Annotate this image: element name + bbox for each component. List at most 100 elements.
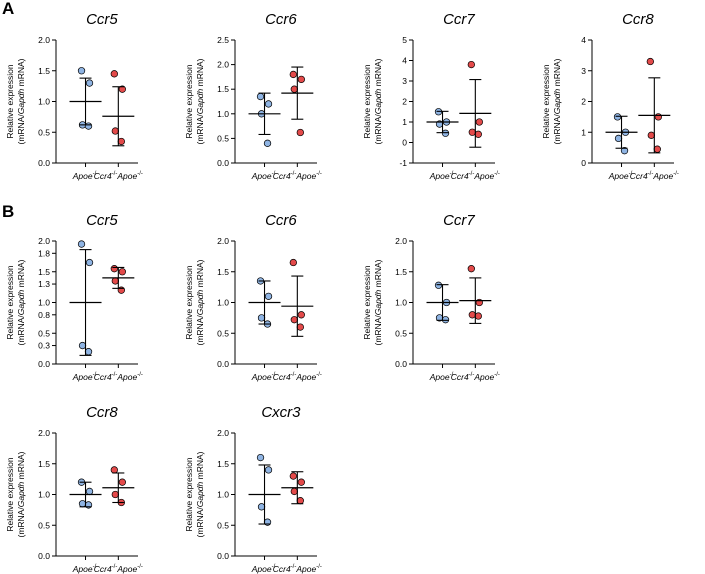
y-tick-label: 0.0 [38,551,50,561]
data-point [646,57,654,66]
x-label-apoe: Apoe-/- [72,564,99,574]
data-point [118,268,126,276]
data-point [613,113,622,121]
y-tick-label: 1.0 [217,298,229,308]
y-tick-label: 0.5 [217,328,229,338]
data-point [289,472,297,480]
series-ccr4-apoe [638,57,671,154]
y-axis-label: Relative expression(mRNA/Gapdh mRNA) [541,58,562,144]
data-point [117,137,125,146]
y-tick-label: 2 [402,97,407,107]
y-tick-label: 0.0 [38,359,50,369]
series-ccr4-apoe [281,471,314,505]
y-axis-label: Relative expression(mRNA/Gapdh mRNA) [5,451,26,537]
series-apoe [69,478,102,509]
data-point [434,281,443,289]
y-tick-label: 5 [402,35,407,45]
x-label-ccr4-apoe: Ccr4-/-Apoe-/- [273,564,322,574]
data-point [468,311,476,319]
y-tick-label: 0.0 [395,359,407,369]
series-ccr4-apoe [459,60,492,148]
series-apoe [69,240,102,356]
chart-b-ccr5: Ccr5 0.0 0.3 0.5 0.8 1.0 1.3 1.5 1.8 2.0 Apoe-/-Cc… [5,212,143,382]
y-tick-label: 2 [581,97,586,107]
x-label-apoe: Apoe-/- [72,171,99,181]
y-tick-label: 4 [402,56,407,66]
data-point [289,258,297,267]
y-tick-label: 0 [402,138,407,148]
chart-title: Ccr7 [443,212,475,229]
y-tick-label: 1.0 [217,490,229,500]
series-apoe [248,453,281,526]
data-point [78,500,87,508]
y-axis-label: Relative expression(mRNA/Gapdh mRNA) [5,58,26,144]
data-point [78,341,87,350]
series-ccr4-apoe [102,466,135,507]
chart-b-ccr6: Ccr6 0.0 0.5 1.0 1.5 2.0 Apoe-/-Ccr4-/-Apoe-/-… [184,212,322,382]
y-axis-label: Relative expression(mRNA/Gapdh mRNA) [184,58,205,144]
y-tick-label: 0.0 [217,158,229,168]
y-tick-label: 0.5 [217,520,229,530]
x-label-ccr4-apoe: Ccr4-/-Apoe-/- [94,171,143,181]
y-tick-label: 1 [581,127,586,137]
data-point [297,311,305,319]
y-tick-label: 0.0 [217,359,229,369]
data-point [77,240,86,248]
y-tick-label: 3 [581,66,586,76]
data-point [475,118,483,126]
data-point [77,67,86,75]
chart-title: Cxcr3 [261,404,301,421]
y-tick-label: 1.5 [38,459,50,469]
x-label-apoe: Apoe-/- [251,372,278,382]
y-tick-label: 1.0 [395,298,407,308]
data-point [85,487,94,496]
chart-title: Ccr5 [86,11,118,28]
y-tick-label: 1.5 [217,84,229,94]
series-apoe [248,92,281,147]
y-tick-label: 0.3 [38,341,50,351]
y-tick-label: 1.0 [38,298,50,308]
data-point [110,70,118,78]
series-ccr4-apoe [281,258,314,337]
y-tick-label: 3 [402,76,407,86]
data-point [467,60,475,69]
data-point [85,258,94,267]
y-tick-label: -1 [399,158,407,168]
data-point [264,292,273,301]
chart-title: Ccr6 [265,11,297,28]
charts-container: Ccr50.00.51.01.52.0Apoe-/-Ccr4-/-Apoe-/-… [5,11,679,574]
chart-title: Ccr7 [443,11,475,28]
data-point [290,85,298,93]
data-point [290,316,298,324]
x-label-apoe: Apoe-/- [251,171,278,181]
series-apoe [248,277,281,328]
x-label-ccr4-apoe: Ccr4-/-Apoe-/- [451,372,500,382]
chart-a-ccr5: Ccr5 0.0 0.5 1.0 1.5 2.0 Apoe-/-Ccr4-/-Apoe-/-… [5,11,143,181]
chart-b-ccr7: Ccr7 0.0 0.5 1.0 1.5 2.0 Apoe-/-Ccr4-/-Apoe-/-… [362,212,500,382]
y-tick-label: 0.5 [395,328,407,338]
data-point [264,466,273,474]
x-label-apoe: Apoe-/- [72,372,99,382]
data-point [110,265,118,273]
y-tick-label: 0.0 [38,158,50,168]
y-tick-label: 2.0 [38,428,50,438]
data-point [85,79,94,87]
data-point [297,75,305,84]
y-tick-label: 0.5 [38,127,50,137]
data-point [647,131,655,139]
data-point [653,145,661,153]
data-point [118,85,126,93]
x-label-ccr4-apoe: Ccr4-/-Apoe-/- [273,372,322,382]
data-point [257,314,266,322]
y-tick-label: 0.5 [38,328,50,338]
data-point [110,466,118,474]
chart-a-ccr8: Ccr8 0 1 2 3 4 Apoe-/-Ccr4-/-Apoe-/- Relative e… [541,11,679,181]
series-ccr4-apoe [102,70,135,147]
x-label-apoe: Apoe-/- [429,171,456,181]
chart-title: Ccr8 [622,11,654,28]
series-apoe [69,67,102,130]
data-point [290,487,298,496]
y-tick-label: 0 [581,158,586,168]
data-point [84,122,93,130]
